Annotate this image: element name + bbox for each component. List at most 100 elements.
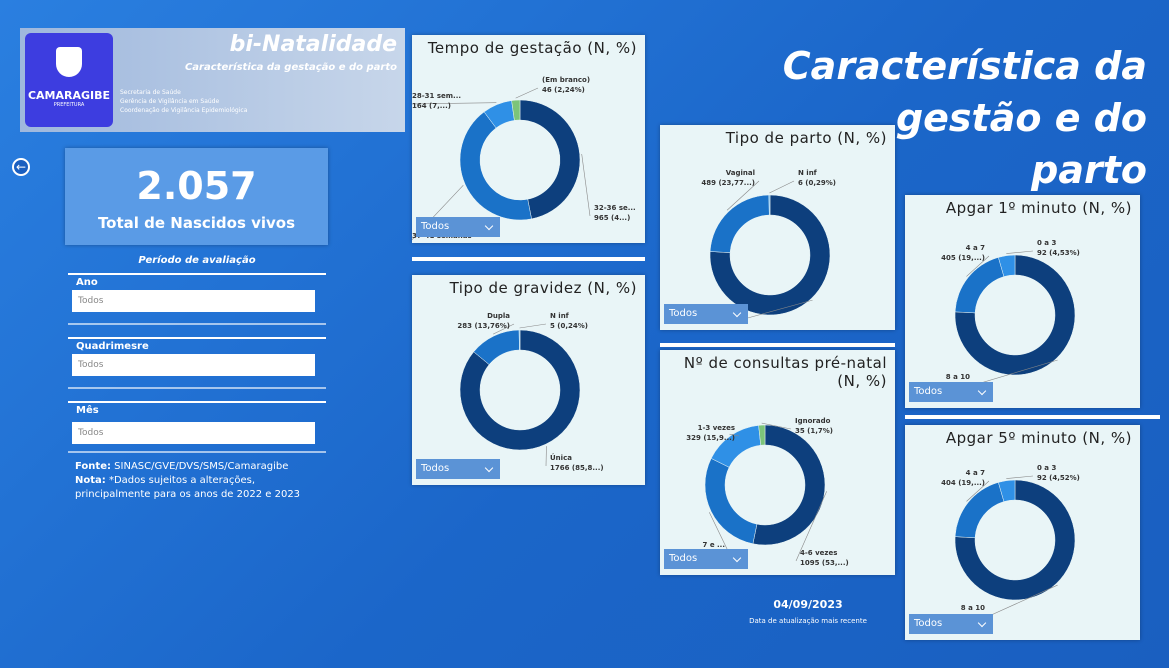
leader-line bbox=[743, 299, 813, 320]
donut-segment bbox=[511, 99, 521, 121]
chart-panel: 8 a 10 4 a 7 404 (19,...) 0 a 3 92 (4,52%) Ap… bbox=[905, 425, 1140, 640]
category-label: 8 a 10 bbox=[961, 604, 985, 612]
value-label: 1095 (53,...) bbox=[800, 559, 849, 567]
page-title-line: gestão e do bbox=[895, 96, 1147, 140]
app-title: bi-Natalidade bbox=[229, 32, 397, 57]
filters-panel: Período de avaliação Ano Todos Quadrimesre… bbox=[68, 255, 326, 453]
leader-line bbox=[973, 359, 1058, 386]
dropdown[interactable]: Todos bbox=[72, 354, 315, 376]
donut-chart: Única 1766 (85,8...) Dupla 283 (13,76%) N in… bbox=[457, 312, 604, 472]
leader-line bbox=[726, 180, 760, 211]
chart-title: Apgar 1º minuto (N, %) bbox=[945, 199, 1132, 217]
category-label: 28-31 sem... bbox=[412, 92, 461, 100]
dropdown[interactable]: Todos bbox=[416, 459, 500, 479]
leader-line bbox=[795, 491, 827, 562]
leader-line bbox=[966, 255, 990, 277]
dropdown[interactable]: Todos bbox=[664, 304, 748, 324]
value-label: 329 (15,9...) bbox=[686, 434, 735, 442]
update-box: 04/09/2023 Data de atualização mais rece… bbox=[728, 588, 888, 636]
chart-panel: 32-36 se...965 (4...)37-41 semanas28-31 … bbox=[412, 35, 645, 243]
separator bbox=[68, 387, 326, 389]
update-date: 04/09/2023 bbox=[773, 598, 843, 611]
donut-segment bbox=[954, 479, 1076, 601]
kpi-value: 2.057 bbox=[136, 164, 257, 208]
value-label: 46 (2,24%) bbox=[542, 86, 585, 94]
value-label: 404 (19,...) bbox=[941, 479, 985, 487]
separator bbox=[68, 323, 326, 325]
chart-title: Apgar 5º minuto (N, %) bbox=[945, 429, 1132, 447]
separator bbox=[68, 451, 326, 453]
dropdown[interactable]: Todos bbox=[416, 217, 500, 237]
logo-text: CAMARAGIBE bbox=[27, 89, 111, 102]
value-label: 5 (0,24%) bbox=[550, 322, 588, 330]
dropdown[interactable]: Todos bbox=[664, 549, 748, 569]
donut-segment bbox=[998, 254, 1016, 277]
org-lines: Secretaria de Saúde Gerência de Vigilânci… bbox=[120, 88, 247, 115]
org-line: Secretaria de Saúde bbox=[120, 89, 181, 96]
leader-line bbox=[729, 433, 740, 437]
separator bbox=[68, 273, 326, 275]
category-label: 7 e ... bbox=[703, 541, 725, 549]
dropdown[interactable]: Todos bbox=[72, 290, 315, 312]
filters-title: Período de avaliação bbox=[138, 255, 256, 266]
value-label: 1766 (85,8...) bbox=[550, 464, 604, 472]
donut-segment bbox=[758, 424, 766, 446]
value-label: 965 (4...) bbox=[594, 214, 630, 222]
back-button[interactable]: ← bbox=[12, 158, 30, 176]
value-label: 489 (23,77...) bbox=[701, 179, 755, 187]
chart-panel: Única 1766 (85,8...) Dupla 283 (13,76%) N in… bbox=[412, 275, 645, 485]
leader-line bbox=[988, 584, 1058, 617]
category-label: 1-3 vezes bbox=[698, 424, 735, 432]
category-label: 0 a 3 bbox=[1037, 464, 1056, 472]
leader-line bbox=[412, 102, 497, 105]
source-note: Fonte: SINASC/GVE/DVS/SMS/Camaragibe Not… bbox=[75, 460, 325, 502]
donut-chart: 4-6 vezes 1095 (53,...) 7 e ... 1-3 vezes 32… bbox=[686, 417, 849, 567]
chart-panel: 4-6 vezes 1095 (53,...) 7 e ... 1-3 vezes 32… bbox=[660, 350, 895, 575]
donut-segment bbox=[518, 329, 521, 351]
donut-segment bbox=[954, 482, 1005, 539]
source-text: SINASC/GVE/DVS/SMS/Camaragibe bbox=[110, 461, 289, 472]
separator bbox=[412, 257, 645, 261]
app-subtitle: Característica da gestação e do parto bbox=[184, 62, 397, 73]
leader-line bbox=[581, 153, 591, 217]
donut-segment bbox=[954, 254, 1076, 376]
category-label: 8 a 10 bbox=[946, 373, 970, 381]
separator bbox=[660, 343, 895, 347]
donut-chart: 8 a 10 4 a 7 404 (19,...) 0 a 3 92 (4,52%) bbox=[941, 464, 1080, 617]
category-label: Dupla bbox=[487, 312, 510, 320]
donut-segment bbox=[519, 99, 581, 220]
leader-line bbox=[966, 480, 990, 502]
donut-segment bbox=[768, 194, 771, 216]
kpi-label: Total de Nascidos vivos bbox=[97, 214, 296, 232]
donut-segment bbox=[459, 329, 581, 451]
category-label: 4 a 7 bbox=[966, 244, 985, 252]
org-line: Gerência de Vigilância em Saúde bbox=[120, 98, 220, 105]
page-title-line: Característica da bbox=[782, 44, 1147, 88]
page-title: Característica da gestão e do parto bbox=[783, 40, 1147, 196]
page-title-line: parto bbox=[1031, 148, 1147, 192]
leader-line bbox=[709, 512, 730, 554]
donut-segment bbox=[709, 194, 831, 316]
leader-line bbox=[769, 180, 795, 194]
dropdown[interactable]: Todos bbox=[909, 382, 993, 402]
donut-segment bbox=[954, 257, 1005, 314]
value-label: 92 (4,52%) bbox=[1037, 474, 1080, 482]
category-label: 32-36 se... bbox=[594, 204, 636, 212]
leader-line bbox=[515, 87, 539, 99]
dropdown[interactable]: Todos bbox=[909, 614, 993, 634]
category-label: Ignorado bbox=[795, 417, 831, 425]
filter-label: Quadrimesre bbox=[76, 341, 149, 352]
dropdown[interactable]: Todos bbox=[72, 422, 315, 444]
update-label: Data de atualização mais recente bbox=[749, 617, 867, 625]
donut-segment bbox=[704, 458, 758, 545]
chart-panel: 8 a 10 4 a 7 405 (19,...) 0 a 3 92 (4,53%) Ap… bbox=[905, 195, 1140, 408]
category-label: N inf bbox=[550, 312, 570, 320]
leader-line bbox=[761, 422, 792, 430]
donut-segment bbox=[459, 111, 532, 221]
separator bbox=[905, 415, 1160, 419]
chart-title: Tipo de gravidez (N, %) bbox=[449, 279, 637, 297]
category-label: Vaginal bbox=[726, 169, 755, 177]
value-label: 92 (4,53%) bbox=[1037, 249, 1080, 257]
value-label: 164 (7,...) bbox=[412, 102, 451, 110]
